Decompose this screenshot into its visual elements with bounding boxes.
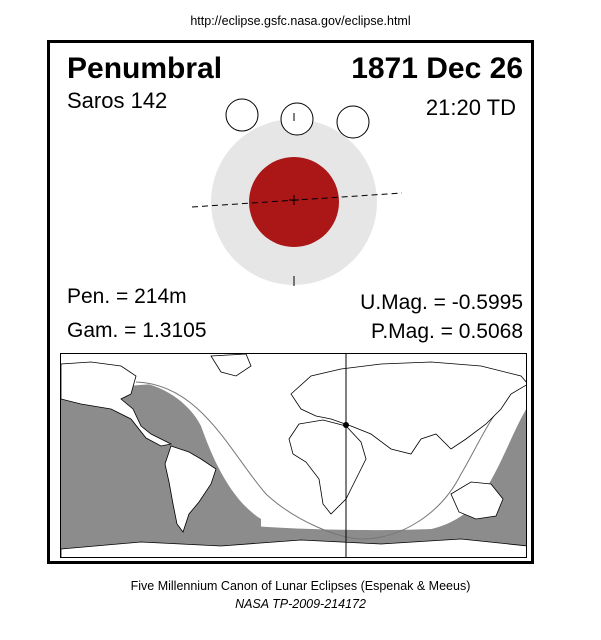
publication-caption: NASA TP-2009-214172 <box>235 597 366 611</box>
penumbra-boundary-curve <box>135 381 512 540</box>
moon-first-contact <box>225 98 259 132</box>
shadow-diagram <box>191 98 403 286</box>
continent-north-america <box>61 361 173 447</box>
saros-number: Saros 142 <box>67 88 168 113</box>
canon-caption: Five Millennium Canon of Lunar Eclipses … <box>130 579 471 593</box>
umbral-magnitude: U.Mag. = -0.5995 <box>360 291 523 314</box>
visibility-map <box>60 353 527 558</box>
moon-greatest-eclipse <box>280 102 314 136</box>
continent-south-america <box>164 445 217 533</box>
eclipse-date: 1871 Dec 26 <box>351 52 523 85</box>
continent-africa <box>288 419 367 515</box>
penumbral-magnitude: P.Mag. = 0.5068 <box>371 320 523 343</box>
continent-greenland <box>210 354 252 377</box>
eclipse-type: Penumbral <box>67 52 223 85</box>
map-shade-west <box>61 382 261 557</box>
source-url: http://eclipse.gsfc.nasa.gov/eclipse.htm… <box>190 14 411 28</box>
moon-last-contact <box>336 105 370 139</box>
continent-australia <box>450 481 504 520</box>
sub-lunar-point <box>343 422 349 428</box>
penumbral-duration: Pen. = 214m <box>67 285 187 308</box>
greatest-eclipse-time: 21:20 TD <box>425 95 516 120</box>
gamma-value: Gam. = 1.3105 <box>67 319 207 342</box>
map-shade-east <box>261 409 526 557</box>
eclipse-panel <box>47 40 534 564</box>
continent-antarctica <box>61 538 526 557</box>
